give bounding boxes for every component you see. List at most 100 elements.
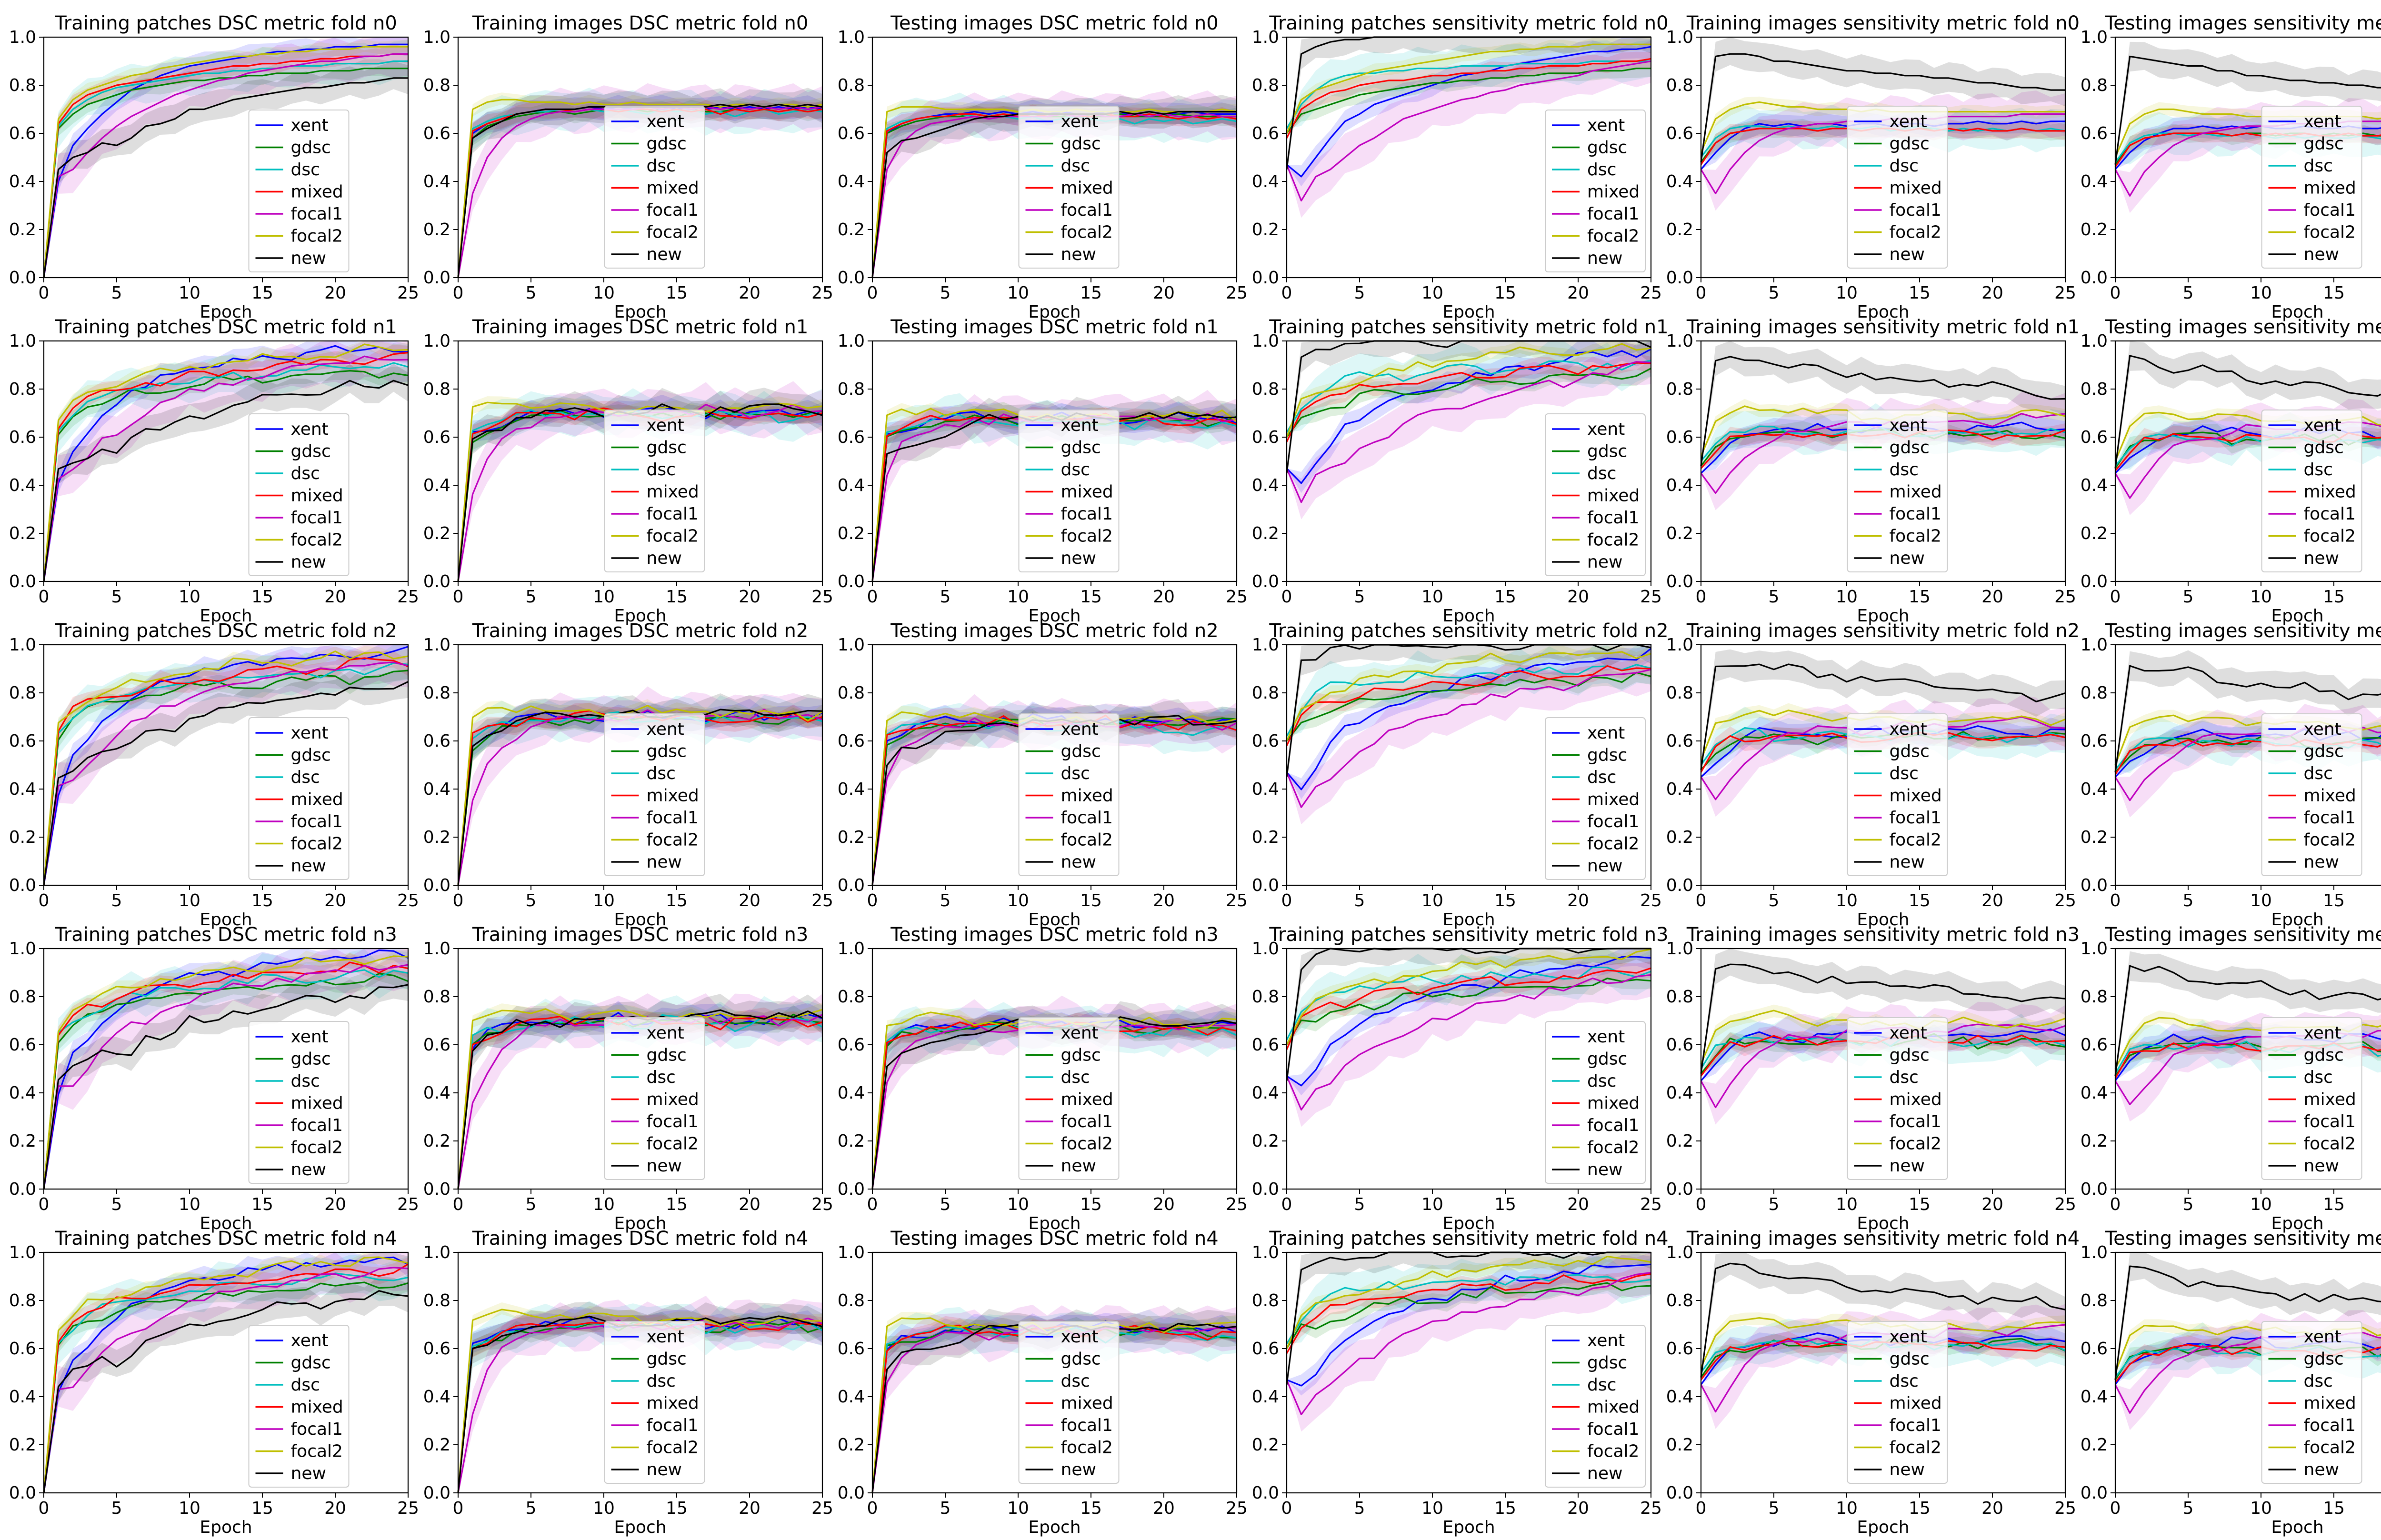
x-tick-label: 15	[666, 283, 688, 303]
legend-label-gdsc: gdsc	[1587, 138, 1627, 158]
band-new-r1-c4	[1701, 341, 2065, 466]
legend-label-mixed: mixed	[1587, 486, 1640, 506]
y-tick-label: 0.4	[838, 172, 865, 191]
legend-label-focal2: focal2	[2304, 223, 2356, 242]
band-xent-r0-c0	[44, 37, 408, 278]
x-tick-label: 10	[593, 283, 615, 303]
legend-label-focal1: focal1	[647, 808, 699, 828]
y-tick-label: 0.2	[1252, 828, 1279, 847]
line-xent-r3-c3	[1286, 956, 1651, 1087]
y-tick-label: 0.6	[423, 1035, 450, 1055]
axes-frame	[1700, 948, 2066, 1190]
x-axis-label: Epoch	[1442, 606, 1495, 626]
legend-label-focal1: focal1	[1061, 1416, 1113, 1435]
x-tick-label: 0	[867, 1195, 878, 1214]
band-dsc-r0-c3	[1287, 40, 1651, 129]
y-tick-label: 0.8	[1252, 380, 1279, 399]
axes-frame	[2114, 644, 2381, 886]
legend-label-gdsc: gdsc	[2304, 742, 2344, 761]
x-axis-label: Epoch	[2271, 1518, 2323, 1537]
x-tick-label: 15	[666, 1499, 688, 1518]
y-tick-label: 0.0	[1666, 268, 1693, 288]
x-tick-label: 10	[1836, 891, 1858, 910]
line-new-r0-c4	[1700, 53, 2065, 162]
band-focal1-r3-c2	[872, 995, 1237, 1189]
subplot-title: Training images DSC metric fold n4	[472, 1228, 809, 1250]
legend-label-focal1: focal1	[1587, 204, 1639, 224]
line-new-r3-c4	[1700, 963, 2066, 1074]
axes-frame	[43, 340, 409, 582]
legend-label-dsc: dsc	[1587, 1375, 1616, 1395]
band-focal1-r3-c3	[1287, 954, 1651, 1127]
x-tick-label: 0	[2110, 283, 2121, 303]
line-mixed-r2-c0	[43, 657, 409, 886]
legend-label-new: new	[2304, 1156, 2339, 1176]
line-focal2-r4-c0	[43, 1256, 409, 1493]
legend-label-focal2: focal2	[647, 830, 699, 850]
y-tick-label: 0.0	[1666, 1180, 1693, 1199]
legend-label-mixed: mixed	[1587, 1094, 1640, 1113]
band-gdsc-r0-c1	[458, 100, 822, 278]
y-tick-label: 0.0	[2081, 1180, 2108, 1199]
axes-frame	[1286, 340, 1652, 582]
band-mixed-r3-c0	[44, 953, 408, 1189]
x-tick-label: 15	[1080, 587, 1102, 607]
legend-label-mixed: mixed	[291, 486, 343, 506]
y-tick-label: 1.0	[1666, 1243, 1693, 1262]
legend-label-mixed: mixed	[647, 1090, 699, 1110]
legend-label-new: new	[2304, 245, 2339, 264]
band-focal2-r4-c2	[872, 1311, 1237, 1493]
y-tick-label: 0.2	[1666, 220, 1693, 240]
y-tick-label: 0.0	[2081, 1483, 2108, 1503]
y-tick-label: 0.0	[838, 268, 865, 288]
legend-label-new: new	[1890, 1156, 1925, 1176]
line-new-r3-c5	[2114, 965, 2381, 1076]
x-tick-label: 25	[2054, 1195, 2076, 1214]
y-tick-label: 0.2	[2081, 1435, 2108, 1455]
legend-label-mixed: mixed	[1061, 179, 1113, 198]
legend-label-focal1: focal1	[2304, 1416, 2356, 1435]
x-tick-label: 10	[1421, 891, 1443, 910]
axes-frame	[1286, 644, 1652, 886]
y-tick-label: 1.0	[423, 939, 450, 959]
x-tick-label: 25	[397, 891, 419, 910]
line-new-r1-c4	[1700, 356, 2066, 466]
legend-label-xent: xent	[291, 723, 329, 743]
subplot-r1-c5: Testing images sensitivity metric fold n…	[2081, 316, 2381, 626]
legend-label-gdsc: gdsc	[647, 1350, 687, 1369]
legend-label-xent: xent	[1061, 112, 1099, 131]
y-tick-label: 0.0	[423, 1180, 450, 1199]
y-tick-label: 0.4	[9, 780, 36, 799]
x-tick-label: 5	[940, 1195, 951, 1214]
legend-label-gdsc: gdsc	[291, 746, 331, 765]
y-tick-label: 0.2	[423, 220, 450, 240]
legend-label-dsc: dsc	[1587, 160, 1616, 180]
subplot-title: Training images DSC metric fold n3	[472, 924, 809, 946]
x-tick-label: 25	[1226, 283, 1248, 303]
subplot-r3-c1: Training images DSC metric fold n3 0 5 10 15…	[423, 924, 833, 1233]
subplot-r2-c2: Testing images DSC metric fold n2 0 5 10 15 2…	[838, 620, 1248, 930]
legend-label-xent: xent	[1061, 720, 1099, 739]
x-tick-label: 5	[111, 1195, 122, 1214]
band-xent-r1-c0	[44, 341, 408, 581]
subplot-r0-c2: Testing images DSC metric fold n0 0 5 10 15 2…	[838, 12, 1248, 322]
y-tick-label: 0.8	[2081, 987, 2108, 1007]
line-new-r4-c5	[2114, 1265, 2381, 1380]
legend-label-xent: xent	[2304, 720, 2341, 739]
line-focal1-r1-c0	[43, 355, 409, 582]
y-tick-label: 0.6	[838, 1035, 865, 1055]
subplot-r3-c5: Testing images sensitivity metric fold n…	[2081, 924, 2381, 1233]
line-dsc-r4-c3	[1286, 1274, 1651, 1344]
legend-label-mixed: mixed	[647, 179, 699, 198]
subplot-title: Testing images DSC metric fold n0	[890, 12, 1218, 34]
x-axis-label: Epoch	[200, 1214, 252, 1233]
y-tick-label: 0.6	[423, 1339, 450, 1359]
subplot-title: Training patches DSC metric fold n3	[54, 924, 397, 946]
legend-label-xent: xent	[647, 416, 684, 435]
legend-label-new: new	[1587, 1464, 1622, 1483]
legend-label-focal2: focal2	[1587, 834, 1639, 854]
legend-label-focal2: focal2	[2304, 1134, 2356, 1154]
